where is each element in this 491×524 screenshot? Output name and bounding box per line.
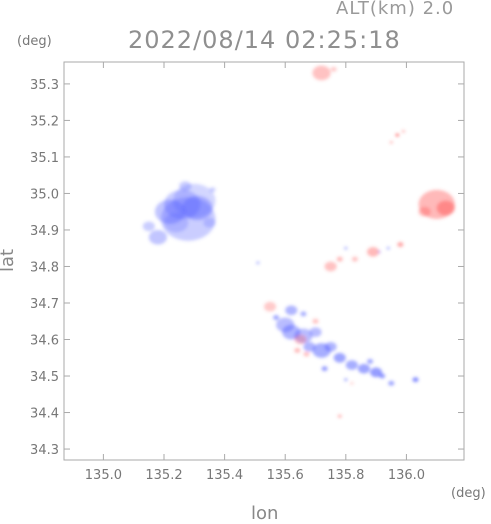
blue-echo-point: [273, 315, 280, 321]
red-echo-point: [337, 414, 342, 418]
x-tick-label: 136.0: [388, 468, 425, 483]
x-tick-label: 135.6: [267, 468, 304, 483]
red-echo-point: [418, 206, 431, 217]
plot-frame: [63, 61, 465, 461]
red-echo-point: [330, 66, 337, 72]
blue-echo-point: [142, 221, 155, 232]
blue-echo-point: [300, 311, 307, 317]
x-tick-label: 135.8: [327, 468, 364, 483]
y-tick-label: 34.6: [30, 334, 59, 349]
red-echo-point: [312, 65, 331, 81]
y-tick-label: 34.7: [30, 297, 59, 312]
red-echo-point: [436, 200, 455, 216]
red-echo-point: [294, 348, 301, 353]
blue-echo-point: [303, 341, 316, 352]
red-echo-point: [351, 256, 358, 262]
y-tick-label: 34.5: [30, 370, 59, 385]
red-echo-point: [367, 247, 380, 257]
echo-layer: [142, 65, 455, 418]
x-axis: 135.0 135.2 135.4 135.6 135.8 136.0: [85, 62, 425, 483]
y-tick-label: 35.3: [30, 78, 59, 93]
red-echo-point: [312, 318, 319, 324]
red-echo-point: [350, 382, 354, 385]
red-echo-point: [264, 301, 277, 312]
blue-echo-point: [333, 352, 346, 363]
y-tick-label: 34.4: [30, 407, 59, 422]
blue-echo-point: [379, 373, 386, 379]
x-tick-label: 135.0: [85, 468, 122, 483]
blue-echo-point: [370, 367, 383, 378]
blue-echo-point: [179, 181, 192, 191]
blue-echo-point: [164, 212, 189, 233]
blue-echo-point: [148, 229, 168, 245]
x-unit-label: (deg): [451, 486, 486, 501]
datetime-title: 2022/08/14 02:25:18: [128, 26, 401, 54]
red-echo-point: [324, 261, 337, 272]
blue-echo-point: [344, 378, 348, 381]
x-axis-title: lon: [251, 503, 279, 524]
y-tick-label: 35.0: [30, 187, 59, 202]
blue-echo-point: [209, 187, 216, 193]
y-tick-label: 34.3: [30, 443, 59, 458]
blue-echo-point: [309, 327, 322, 338]
blue-echo-point: [203, 217, 216, 228]
red-echo-point: [336, 256, 343, 262]
y-tick-label: 35.2: [30, 114, 59, 129]
blue-echo-point: [321, 366, 328, 372]
y-tick-label: 34.9: [30, 224, 59, 239]
x-tick-label: 135.4: [206, 468, 243, 483]
red-echo-point: [303, 351, 310, 357]
y-tick-label: 35.1: [30, 151, 59, 166]
blue-echo-point: [386, 247, 390, 250]
y-unit-label: (deg): [17, 34, 52, 49]
red-echo-point: [389, 141, 393, 144]
red-echo-point: [395, 133, 400, 137]
red-echo-point: [294, 334, 307, 345]
blue-echo-point: [324, 341, 337, 352]
blue-echo-point: [412, 377, 419, 383]
blue-echo-point: [367, 358, 374, 364]
red-echo-point: [397, 242, 404, 247]
blue-echo-point: [345, 360, 358, 370]
y-tick-label: 34.8: [30, 260, 59, 275]
x-tick-label: 135.2: [145, 468, 182, 483]
blue-echo-point: [344, 247, 348, 250]
blue-echo-point: [357, 363, 371, 374]
red-echo-point: [401, 130, 405, 133]
blue-echo-point: [182, 195, 213, 221]
blue-echo-point: [256, 261, 260, 265]
blue-echo-point: [388, 380, 395, 386]
blue-echo-point: [285, 305, 298, 316]
y-axis: 34.3 34.4 34.5 34.6 34.7 34.8 34.9 35.0 35.1 35.2…: [30, 78, 464, 458]
altitude-label: ALT(km) 2.0: [336, 0, 455, 19]
